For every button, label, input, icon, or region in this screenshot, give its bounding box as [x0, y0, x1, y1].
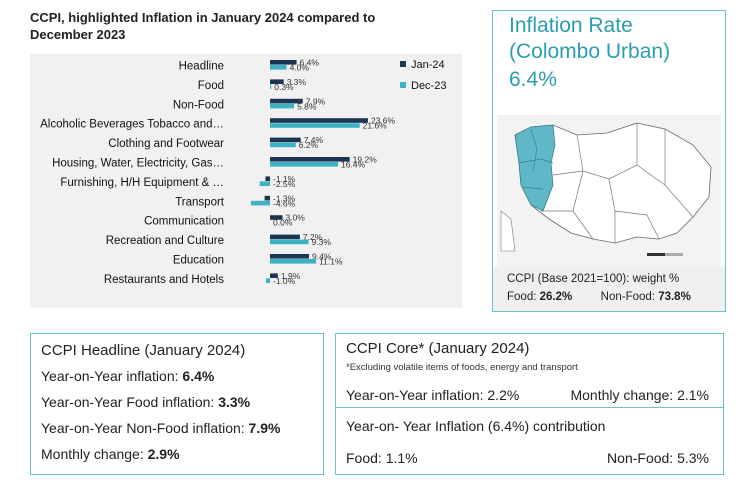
bar-dec-23 [250, 200, 270, 206]
data-label: -1.1% [273, 174, 296, 184]
sri-lanka-map [497, 115, 721, 267]
contribution-box: Year-on- Year Inflation (6.4%) contribut… [335, 407, 724, 475]
core-yoy: Year-on-Year inflation: 2.2% [346, 387, 520, 403]
legend-swatch [400, 82, 406, 88]
data-label: -1.3% [273, 193, 296, 203]
bar-jan-24 [270, 98, 303, 104]
data-label: -2.5% [273, 179, 296, 189]
bar-dec-23 [270, 123, 360, 128]
bar-jan-24 [265, 176, 270, 181]
bar-jan-24 [270, 137, 301, 143]
data-label: 3.3% [287, 77, 307, 87]
inflation-rate-card: Inflation Rate (Colombo Urban) 6.4% CCPI… [492, 10, 726, 312]
category-label: Alcoholic Beverages Tobacco and… [40, 119, 224, 131]
bar-jan-24 [270, 60, 297, 65]
data-label: 21.6% [363, 121, 388, 131]
monthly-change: Monthly change: 2.9% [41, 446, 180, 462]
bar-dec-23 [270, 103, 295, 109]
category-label: Restaurants and Hotels [104, 274, 224, 286]
weight-line: CCPI (Base 2021=100): weight % [507, 273, 680, 285]
bar-jan-24 [270, 118, 368, 123]
bar-jan-24 [270, 157, 350, 162]
bar-jan-24 [270, 234, 300, 240]
data-label: 7.4% [304, 135, 324, 145]
core-note: *Excluding volatile items of foods, ener… [346, 362, 578, 373]
legend-label: Jan-24 [411, 59, 445, 71]
contribution-title: Year-on- Year Inflation (6.4%) contribut… [346, 418, 606, 434]
bar-jan-24 [270, 215, 283, 220]
headline-box-title: CCPI Headline (January 2024) [41, 342, 246, 359]
data-label: -1.0% [273, 276, 296, 286]
contribution-food: Food: 1.1% [346, 450, 418, 466]
bar-chart: Headline 6.4%4.0% Food 3.3%0.3% Non-Food 7.9%… [40, 58, 446, 286]
food-weight: 26.2% [539, 291, 573, 303]
bar-jan-24 [264, 195, 270, 201]
yoy-inflation: Year-on-Year inflation: 6.4% [41, 368, 215, 384]
bar-dec-23 [265, 278, 270, 283]
data-label: 0.0% [273, 218, 293, 228]
weight-values: Food: 26.2% Non-Food: 73.8% [507, 291, 691, 303]
chart-area: Headline 6.4% 4.0% Food 3.3% 0.3% Non-Food 7.9%… [30, 54, 462, 308]
contribution-nonfood: Non-Food: 5.3% [607, 450, 709, 466]
data-label: 11.1% [319, 257, 343, 267]
category-label: Recreation and Culture [106, 235, 224, 247]
map-image [500, 122, 712, 256]
bar-jan-24 [270, 79, 284, 84]
bar-dec-23 [270, 239, 309, 245]
data-label: 0.3% [274, 82, 294, 92]
category-label: Furnishing, H/H Equipment & … [60, 177, 224, 189]
yoy-food-inflation: Year-on-Year Food inflation: 3.3% [41, 394, 251, 410]
category-label: Food [198, 80, 224, 92]
category-label: Headline [179, 61, 224, 73]
weight-footer: CCPI (Base 2021=100): weight % Food: 26.… [493, 267, 725, 311]
data-label: 16.4% [341, 160, 366, 170]
data-label: 9.3% [312, 237, 332, 247]
data-label: 6.4% [300, 58, 320, 68]
category-label: Education [173, 255, 224, 267]
data-label: 9.4% [312, 252, 332, 262]
category-label: Communication [144, 216, 224, 228]
data-label: 23.6% [371, 116, 396, 126]
category-label: Transport [175, 196, 225, 208]
ccpi-core-box: CCPI Core* (January 2024) *Excluding vol… [335, 333, 724, 408]
bar-dec-23 [270, 142, 296, 148]
inflation-card-title: Inflation Rate [509, 14, 633, 37]
ccpi-headline-box: CCPI Headline (January 2024) Year-on-Yea… [30, 333, 324, 475]
bar-dec-23 [270, 84, 272, 89]
data-label: 3.0% [285, 213, 305, 223]
category-label: Non-Food [173, 99, 224, 111]
yoy-nonfood-inflation: Year-on-Year Non-Food inflation: 7.9% [41, 420, 281, 436]
bar-dec-23 [270, 65, 287, 70]
data-label: -4.6% [273, 198, 296, 208]
data-label: 7.2% [303, 232, 323, 242]
chart-title: CCPI, highlighted Inflation in January 2… [30, 10, 376, 42]
inflation-card-value: 6.4% [509, 68, 557, 91]
legend-swatch [400, 61, 406, 67]
bar-jan-24 [270, 254, 310, 259]
bar-dec-23 [259, 181, 270, 186]
bar-dec-23 [270, 162, 339, 167]
category-label: Housing, Water, Electricity, Gas… [52, 158, 224, 170]
legend-label: Dec-23 [411, 80, 446, 92]
bar-dec-23 [270, 259, 317, 264]
data-label: 6.2% [299, 140, 319, 150]
bar-jan-24 [270, 273, 278, 278]
inflation-card-subtitle: (Colombo Urban) [509, 40, 671, 63]
category-label: Clothing and Footwear [108, 138, 224, 150]
data-label: 5.8% [297, 101, 317, 111]
data-label: 4.0% [290, 63, 310, 73]
nonfood-weight: 73.8% [658, 291, 691, 303]
data-label: 19.2% [353, 155, 378, 165]
data-label: 1.9% [281, 271, 301, 281]
data-label: 7.9% [306, 96, 326, 106]
core-monthly: Monthly change: 2.1% [570, 387, 709, 403]
core-box-title: CCPI Core* (January 2024) [346, 340, 530, 357]
